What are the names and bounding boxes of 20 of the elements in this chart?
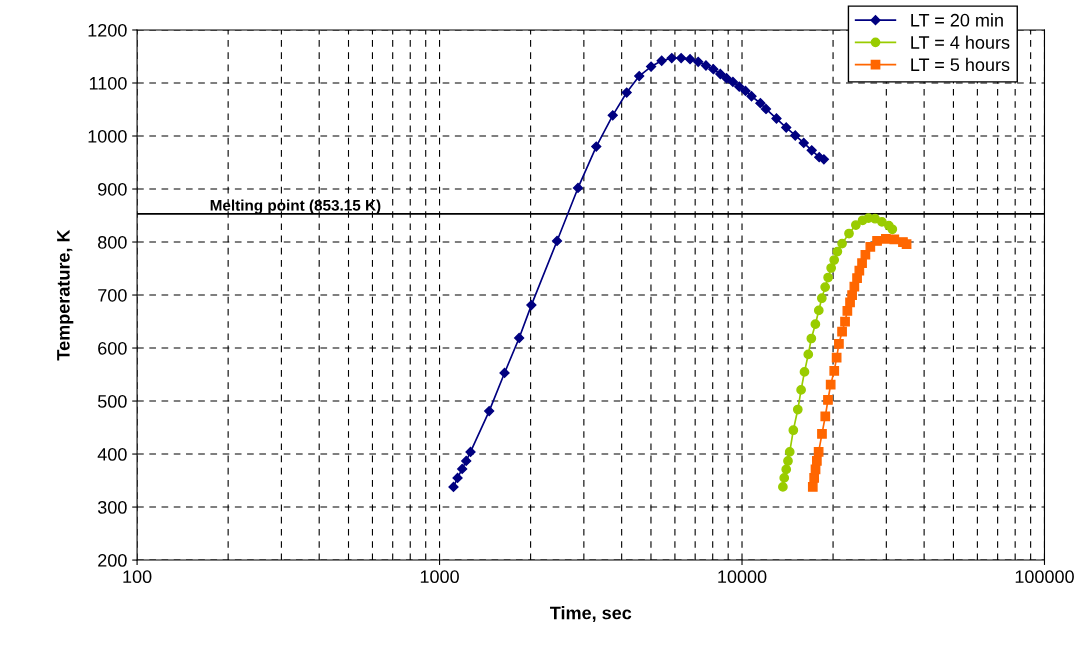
y-tick-label: 900 [98, 182, 127, 196]
y-tick-label: 500 [97, 394, 127, 408]
x-tick-label: 1000 [420, 570, 459, 584]
x-tick-label: 100000 [1015, 570, 1074, 584]
y-tick-label: 1200 [88, 23, 127, 37]
y-tick-label: 1100 [89, 76, 127, 90]
y-axis-title: Temperature, K [57, 229, 74, 361]
y-tick-label: 1000 [88, 129, 127, 143]
x-tick-label: 10000 [718, 570, 767, 584]
x-axis-title: Time, sec [550, 606, 632, 622]
legend-label: LT = 4 hours [911, 35, 1010, 49]
y-tick-label: 400 [97, 447, 127, 461]
legend-label: LT = 20 min [911, 13, 1003, 27]
legend-label: LT = 5 hours [911, 57, 1010, 72]
y-tick-label: 600 [98, 341, 127, 355]
y-tick-label: 300 [97, 500, 127, 514]
y-tick-label: 800 [98, 235, 127, 249]
y-tick-label: 700 [98, 288, 127, 302]
y-tick-label: 200 [98, 554, 127, 567]
x-tick-label: 100 [123, 570, 152, 584]
